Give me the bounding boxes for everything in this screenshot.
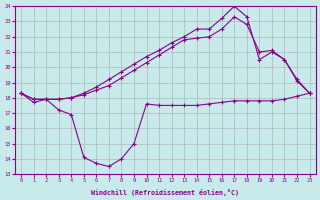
X-axis label: Windchill (Refroidissement éolien,°C): Windchill (Refroidissement éolien,°C) (91, 189, 239, 196)
